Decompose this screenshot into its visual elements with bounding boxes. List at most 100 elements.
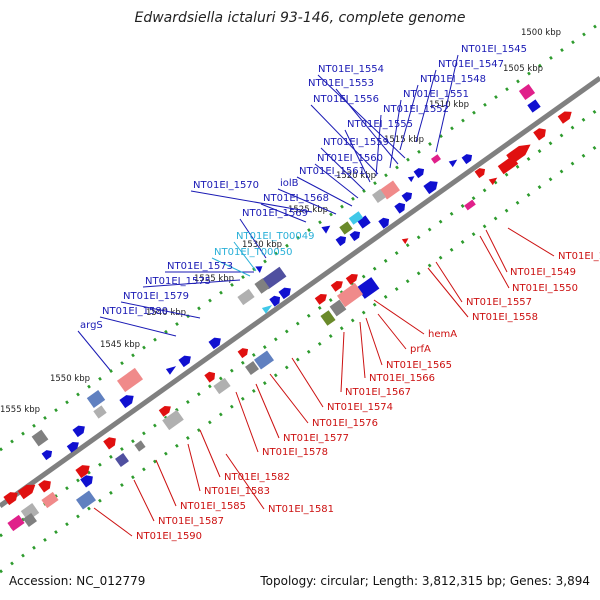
feature-glyph-11 [431, 154, 441, 164]
reverse-gene-label: NT01EI_1583 [204, 486, 270, 497]
forward-gene-label: iolB [280, 178, 299, 189]
forward-gene-leader [399, 84, 419, 151]
feature-glyph-35 [254, 278, 270, 294]
forward-gene-leader [335, 88, 399, 165]
forward-gene-label: NT01EI_1552 [383, 104, 449, 115]
tick-label: 1515 kbp [384, 135, 424, 145]
feature-glyph-42 [178, 355, 191, 368]
reverse-gene-leader [133, 479, 155, 522]
forward-gene-leader [277, 188, 337, 215]
feature-glyph-20 [357, 215, 371, 229]
feature-glyph-43 [165, 366, 177, 375]
feature-glyph-63 [31, 429, 49, 447]
tick-label: 1535 kbp [194, 274, 234, 284]
feature-glyph-34 [261, 266, 287, 290]
reverse-gene-label: NT01EI_1566 [369, 373, 435, 384]
reverse-gene-leader [155, 459, 177, 507]
feature-glyph-44 [254, 350, 274, 370]
feature-glyph-0 [518, 84, 536, 100]
reverse-gene-label: NT01EI_1558 [472, 312, 538, 323]
track-dots-1 [0, 106, 600, 538]
reverse-gene-label: NT01EI_1577 [283, 433, 349, 444]
forward-gene-leader [190, 190, 313, 213]
feature-glyph-59 [115, 453, 129, 467]
track-dotted-lines [0, 21, 600, 574]
feature-glyph-64 [41, 450, 53, 461]
forward-gene-leader [99, 316, 177, 337]
tick-label: 1525 kbp [288, 205, 328, 215]
tick-label: 1530 kbp [242, 240, 282, 250]
feature-glyph-29 [329, 299, 347, 317]
feature-glyph-39 [237, 288, 255, 306]
forward-gene-label: NT01EI_1548 [420, 74, 486, 85]
reverse-gene-label: NT01EI_1557 [466, 297, 532, 308]
feature-glyph-5 [497, 155, 519, 175]
tick-label: 1500 kbp [521, 28, 561, 38]
forward-gene-label: NT01EI_1570 [193, 180, 259, 191]
label-leader-lines [77, 54, 555, 537]
forward-gene-label: NT01EI_1547 [438, 59, 504, 70]
rna-gene-label: NT01EI_T00049 [236, 231, 315, 242]
feature-glyph-45 [245, 361, 259, 375]
reverse-gene-label: hemA [428, 329, 457, 340]
feature-glyph-13 [407, 176, 415, 183]
accession-text: Accession: NC_012779 [9, 574, 145, 588]
feature-glyph-65 [17, 484, 36, 500]
forward-gene-label: NT01EI_1555 [347, 119, 413, 130]
track-dots-0 [0, 21, 600, 452]
forward-gene-label: NT01EI_1569 [242, 208, 308, 219]
forward-gene-leader [142, 279, 241, 288]
feature-glyph-62 [76, 490, 96, 510]
feature-glyph-54 [93, 405, 107, 419]
forward-gene-label: NT01EI_1545 [461, 44, 527, 55]
reverse-gene-leader [485, 229, 508, 273]
reverse-gene-label: NT01EI_1585 [180, 501, 246, 512]
feature-glyph-41 [208, 337, 221, 350]
reverse-gene-leader [93, 507, 133, 537]
forward-gene-leader [389, 99, 402, 169]
forward-gene-label: NT01EI_1575 [145, 276, 211, 287]
feature-glyph-19 [378, 217, 390, 229]
reverse-gene-label: NT01EI_1574 [327, 402, 393, 413]
reverse-gene-label: NT01EI_1565 [386, 360, 452, 371]
feature-glyph-31 [345, 274, 358, 285]
reverse-gene-leader [373, 299, 425, 335]
reverse-gene-label: NT01EI_1587 [158, 516, 224, 527]
feature-glyph-17 [380, 180, 400, 200]
forward-gene-label: NT01EI_1568 [263, 193, 329, 204]
feature-glyph-8 [464, 199, 476, 211]
feature-glyph-10 [448, 159, 458, 168]
feature-glyph-55 [72, 425, 85, 438]
feature-glyph-46 [237, 348, 249, 359]
feature-glyph-68 [41, 491, 59, 509]
forward-gene-label: NT01EI_1554 [318, 64, 384, 75]
feature-glyph-37 [269, 295, 281, 307]
feature-glyph-47 [204, 371, 216, 383]
feature-glyphs [3, 84, 572, 532]
feature-glyph-16 [394, 202, 406, 214]
gene-labels: NT01EI_1545 NT01EI_1547 NT01EI_1548 NT01EI_… [80, 44, 600, 542]
feature-glyph-3 [533, 128, 546, 141]
forward-gene-leader [344, 129, 371, 183]
reverse-gene-leader [427, 267, 469, 318]
feature-glyph-40 [255, 266, 263, 273]
reverse-gene-label: NT01EI_1590 [136, 531, 202, 542]
reverse-gene-label: NT01EI_1549 [510, 267, 576, 278]
track-dots-2 [0, 142, 600, 574]
reverse-gene-leader [291, 357, 324, 408]
kbp-tick-labels: 1500 kbp 1505 kbp 1510 kbp 1515 kbp 1520 kbp… [0, 28, 561, 415]
reverse-gene-label: NT01EI_1546 [558, 251, 600, 262]
feature-glyph-21 [348, 211, 364, 225]
feature-glyph-9 [461, 154, 473, 165]
forward-gene-label: NT01EI_1559 [323, 137, 389, 148]
rna-gene-leader [233, 241, 257, 272]
tick-label: 1520 kbp [336, 171, 376, 181]
feature-glyph-2 [557, 111, 572, 124]
feature-glyph-56 [66, 442, 79, 453]
forward-gene-label: NT01EI_1556 [313, 94, 379, 105]
reverse-gene-leader [507, 227, 555, 257]
rna-gene-label: NT01EI_T00050 [214, 247, 293, 258]
forward-gene-leader [317, 74, 406, 159]
feature-glyph-23 [349, 231, 361, 242]
forward-gene-label: NT01EI_1551 [403, 89, 469, 100]
